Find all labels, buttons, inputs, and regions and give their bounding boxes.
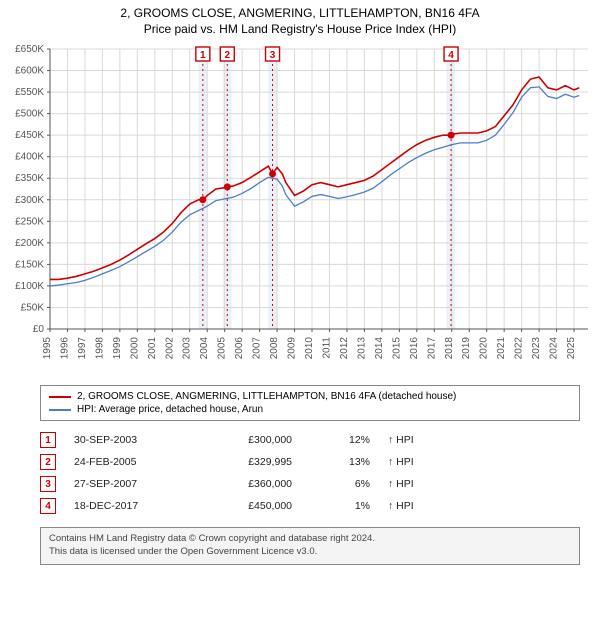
svg-text:2018: 2018 bbox=[444, 337, 455, 360]
sale-marker-icon: 4 bbox=[40, 498, 56, 514]
svg-text:2002: 2002 bbox=[164, 337, 175, 360]
sale-marker-icon: 3 bbox=[40, 476, 56, 492]
svg-text:2000: 2000 bbox=[129, 337, 140, 360]
svg-text:£550K: £550K bbox=[15, 87, 44, 98]
svg-text:2023: 2023 bbox=[531, 337, 542, 360]
svg-text:2015: 2015 bbox=[391, 337, 402, 360]
svg-text:£600K: £600K bbox=[15, 66, 44, 77]
sale-date: 27-SEP-2007 bbox=[74, 478, 184, 490]
svg-text:2009: 2009 bbox=[287, 337, 298, 360]
svg-text:2003: 2003 bbox=[182, 337, 193, 360]
footer-line: This data is licensed under the Open Gov… bbox=[49, 546, 571, 559]
sale-vs-hpi: ↑ HPI bbox=[388, 478, 448, 490]
svg-text:£450K: £450K bbox=[15, 130, 44, 141]
svg-text:2010: 2010 bbox=[304, 337, 315, 360]
svg-text:3: 3 bbox=[270, 50, 276, 61]
table-row: 3 27-SEP-2007 £360,000 6% ↑ HPI bbox=[40, 473, 580, 495]
sale-price: £360,000 bbox=[202, 478, 292, 490]
legend-swatch bbox=[49, 396, 71, 398]
sales-table: 1 30-SEP-2003 £300,000 12% ↑ HPI 2 24-FE… bbox=[40, 429, 580, 517]
sale-price: £329,995 bbox=[202, 456, 292, 468]
svg-text:1999: 1999 bbox=[112, 337, 123, 360]
legend: 2, GROOMS CLOSE, ANGMERING, LITTLEHAMPTO… bbox=[40, 385, 580, 421]
footer-line: Contains HM Land Registry data © Crown c… bbox=[49, 533, 571, 546]
chart-area: 1 2 3 4 £0 £50K £100K £150K £200K £250K £300K £350K… bbox=[0, 39, 600, 379]
svg-text:£200K: £200K bbox=[15, 238, 44, 249]
svg-text:1996: 1996 bbox=[59, 337, 70, 360]
svg-text:2021: 2021 bbox=[496, 337, 507, 360]
sale-date: 24-FEB-2005 bbox=[74, 456, 184, 468]
svg-text:£100K: £100K bbox=[15, 281, 44, 292]
legend-label: 2, GROOMS CLOSE, ANGMERING, LITTLEHAMPTO… bbox=[77, 391, 456, 402]
svg-text:2022: 2022 bbox=[514, 337, 525, 360]
legend-item: HPI: Average price, detached house, Arun bbox=[49, 403, 571, 416]
sale-pct: 1% bbox=[310, 500, 370, 512]
title-block: 2, GROOMS CLOSE, ANGMERING, LITTLEHAMPTO… bbox=[0, 0, 600, 39]
line-chart-svg: 1 2 3 4 £0 £50K £100K £150K £200K £250K £300K £350K… bbox=[0, 39, 600, 379]
svg-text:2013: 2013 bbox=[356, 337, 367, 360]
table-row: 4 18-DEC-2017 £450,000 1% ↑ HPI bbox=[40, 495, 580, 517]
sale-date: 30-SEP-2003 bbox=[74, 434, 184, 446]
svg-text:2024: 2024 bbox=[549, 337, 560, 360]
svg-text:£250K: £250K bbox=[15, 216, 44, 227]
attribution-footer: Contains HM Land Registry data © Crown c… bbox=[40, 527, 580, 565]
sale-marker-icon: 2 bbox=[40, 454, 56, 470]
chart-container: 2, GROOMS CLOSE, ANGMERING, LITTLEHAMPTO… bbox=[0, 0, 600, 565]
svg-text:£150K: £150K bbox=[15, 260, 44, 271]
sale-vs-hpi: ↑ HPI bbox=[388, 434, 448, 446]
sale-pct: 13% bbox=[310, 456, 370, 468]
svg-text:4: 4 bbox=[448, 50, 454, 61]
svg-text:2005: 2005 bbox=[217, 337, 228, 360]
sale-date: 18-DEC-2017 bbox=[74, 500, 184, 512]
svg-text:£650K: £650K bbox=[15, 44, 44, 55]
svg-text:2001: 2001 bbox=[147, 337, 158, 360]
svg-text:2016: 2016 bbox=[409, 337, 420, 360]
svg-text:£50K: £50K bbox=[21, 303, 45, 314]
sale-marker-icon: 1 bbox=[40, 432, 56, 448]
svg-text:2025: 2025 bbox=[566, 337, 577, 360]
svg-text:1997: 1997 bbox=[77, 337, 88, 360]
svg-text:2012: 2012 bbox=[339, 337, 350, 360]
svg-text:£0: £0 bbox=[33, 324, 45, 335]
svg-text:1998: 1998 bbox=[94, 337, 105, 360]
svg-text:2020: 2020 bbox=[479, 337, 490, 360]
table-row: 2 24-FEB-2005 £329,995 13% ↑ HPI bbox=[40, 451, 580, 473]
svg-text:2019: 2019 bbox=[461, 337, 472, 360]
svg-text:£350K: £350K bbox=[15, 173, 44, 184]
sale-pct: 6% bbox=[310, 478, 370, 490]
legend-swatch bbox=[49, 409, 71, 411]
svg-text:£300K: £300K bbox=[15, 195, 44, 206]
sale-price: £450,000 bbox=[202, 500, 292, 512]
svg-text:1995: 1995 bbox=[42, 337, 53, 360]
svg-text:2006: 2006 bbox=[234, 337, 245, 360]
sale-price: £300,000 bbox=[202, 434, 292, 446]
svg-text:2007: 2007 bbox=[252, 337, 263, 360]
table-row: 1 30-SEP-2003 £300,000 12% ↑ HPI bbox=[40, 429, 580, 451]
svg-text:1: 1 bbox=[200, 50, 206, 61]
title-line-1: 2, GROOMS CLOSE, ANGMERING, LITTLEHAMPTO… bbox=[0, 6, 600, 22]
sale-pct: 12% bbox=[310, 434, 370, 446]
svg-text:£500K: £500K bbox=[15, 109, 44, 120]
sale-vs-hpi: ↑ HPI bbox=[388, 500, 448, 512]
svg-text:2014: 2014 bbox=[374, 337, 385, 360]
sale-vs-hpi: ↑ HPI bbox=[388, 456, 448, 468]
svg-text:2008: 2008 bbox=[269, 337, 280, 360]
svg-text:2004: 2004 bbox=[199, 337, 210, 360]
legend-label: HPI: Average price, detached house, Arun bbox=[77, 404, 263, 415]
legend-item: 2, GROOMS CLOSE, ANGMERING, LITTLEHAMPTO… bbox=[49, 390, 571, 403]
svg-text:2011: 2011 bbox=[321, 337, 332, 359]
svg-text:2: 2 bbox=[225, 50, 231, 61]
svg-text:£400K: £400K bbox=[15, 152, 44, 163]
svg-text:2017: 2017 bbox=[426, 337, 437, 360]
title-line-2: Price paid vs. HM Land Registry's House … bbox=[0, 22, 600, 38]
